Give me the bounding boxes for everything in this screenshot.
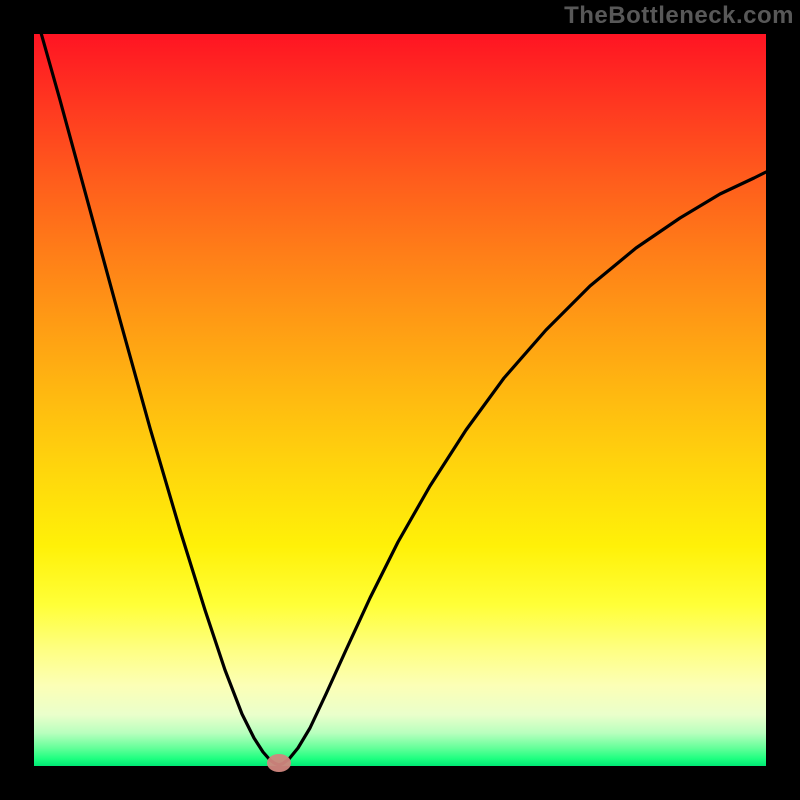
bottleneck-chart: [0, 0, 800, 800]
watermark-text: TheBottleneck.com: [564, 2, 794, 30]
optimum-marker: [267, 754, 291, 772]
chart-container: { "watermark": "TheBottleneck.com", "cha…: [0, 0, 800, 800]
